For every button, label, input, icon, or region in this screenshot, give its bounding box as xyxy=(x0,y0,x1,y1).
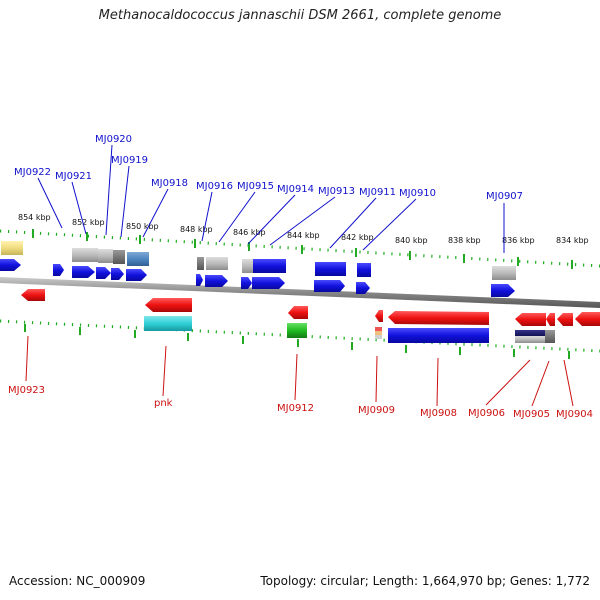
gene-arrow[interactable] xyxy=(21,289,45,301)
gene-label[interactable]: MJ0918 xyxy=(151,178,188,189)
gene-arrow[interactable] xyxy=(205,275,228,287)
gene-arrow[interactable] xyxy=(252,277,285,289)
gene-label[interactable]: MJ0904 xyxy=(556,409,593,420)
gene-feature[interactable] xyxy=(72,248,98,262)
ruler-label: 838 kbp xyxy=(448,236,481,245)
gene-feature[interactable] xyxy=(375,331,382,335)
gene-label[interactable]: MJ0922 xyxy=(14,167,51,178)
ruler-label: 850 kbp xyxy=(126,222,159,231)
gene-feature[interactable] xyxy=(357,263,371,277)
gene-label[interactable]: MJ0905 xyxy=(513,409,550,420)
gene-arrow[interactable] xyxy=(96,267,111,279)
gene-feature[interactable] xyxy=(242,259,253,273)
gene-arrow[interactable] xyxy=(388,311,489,325)
gene-feature[interactable] xyxy=(515,336,545,343)
gene-arrow[interactable] xyxy=(288,306,308,319)
ruler-label: 854 kbp xyxy=(18,213,51,222)
gene-label[interactable]: MJ0916 xyxy=(196,181,233,192)
gene-feature[interactable] xyxy=(253,259,286,273)
reverse-features xyxy=(21,289,600,343)
gene-label[interactable]: MJ0914 xyxy=(277,184,314,195)
gene-label[interactable]: MJ0907 xyxy=(486,191,523,202)
gene-arrow[interactable] xyxy=(557,313,573,326)
major-ticks xyxy=(24,229,573,359)
top-gene-labels: MJ0922 MJ0921 MJ0920 MJ0919 MJ0918 MJ091… xyxy=(14,134,523,202)
ruler-label: 852 kbp xyxy=(72,218,105,227)
bottom-leader-lines xyxy=(25,335,574,407)
gene-feature[interactable] xyxy=(206,257,228,270)
gene-label[interactable]: pnk xyxy=(154,398,173,409)
ruler-label: 834 kbp xyxy=(556,236,589,245)
gene-label[interactable]: MJ0919 xyxy=(111,155,148,166)
gene-feature[interactable] xyxy=(144,316,192,331)
gene-arrow[interactable] xyxy=(0,259,21,271)
ruler-label: 842 kbp xyxy=(341,233,374,242)
gene-feature[interactable] xyxy=(515,330,545,336)
ruler-label: 840 kbp xyxy=(395,236,428,245)
forward-features xyxy=(0,241,516,297)
ruler-label: 848 kbp xyxy=(180,225,213,234)
gene-arrow[interactable] xyxy=(356,282,370,294)
gene-feature[interactable] xyxy=(1,241,23,255)
ruler-label: 846 kbp xyxy=(233,228,266,237)
map-title: Methanocaldococcus jannaschii DSM 2661, … xyxy=(98,8,502,23)
gene-label[interactable]: MJ0908 xyxy=(420,408,457,419)
gene-arrow[interactable] xyxy=(241,277,252,289)
gene-arrow[interactable] xyxy=(314,280,345,292)
gene-arrow[interactable] xyxy=(111,268,124,280)
gene-label[interactable]: MJ0920 xyxy=(95,134,132,145)
gene-arrow[interactable] xyxy=(72,266,95,278)
gene-feature[interactable] xyxy=(287,323,307,338)
genome-backbone xyxy=(0,277,600,308)
gene-arrow[interactable] xyxy=(546,313,555,326)
gene-arrow[interactable] xyxy=(375,310,383,322)
gene-feature[interactable] xyxy=(545,330,555,343)
gene-feature[interactable] xyxy=(492,266,516,280)
gene-label[interactable]: MJ0912 xyxy=(277,403,314,414)
gene-feature[interactable] xyxy=(127,252,149,266)
gene-feature[interactable] xyxy=(388,328,489,343)
gene-arrow[interactable] xyxy=(575,312,600,326)
gene-arrow[interactable] xyxy=(145,298,192,312)
gene-feature[interactable] xyxy=(315,262,346,276)
gene-label[interactable]: MJ0911 xyxy=(359,187,396,198)
gene-arrow[interactable] xyxy=(126,269,147,281)
gene-feature[interactable] xyxy=(113,250,125,264)
ruler-labels: 854 kbp 852 kbp 850 kbp 848 kbp 846 kbp … xyxy=(18,213,589,245)
top-leader-lines xyxy=(37,144,505,253)
gene-label[interactable]: MJ0915 xyxy=(237,181,274,192)
gene-label[interactable]: MJ0910 xyxy=(399,188,436,199)
gene-arrow[interactable] xyxy=(53,264,64,276)
gene-label[interactable]: MJ0921 xyxy=(55,171,92,182)
gene-label[interactable]: MJ0913 xyxy=(318,186,355,197)
bottom-gene-labels: MJ0923 pnk MJ0912 MJ0909 MJ0908 MJ0906 M… xyxy=(8,385,593,420)
accession-text: Accession: NC_000909 xyxy=(9,574,146,588)
ruler-label: 836 kbp xyxy=(502,236,535,245)
gene-feature[interactable] xyxy=(98,249,113,263)
gene-feature[interactable] xyxy=(197,257,204,270)
ruler-label: 844 kbp xyxy=(287,231,320,240)
gene-feature[interactable] xyxy=(375,327,382,331)
gene-label[interactable]: MJ0909 xyxy=(358,405,395,416)
gene-feature[interactable] xyxy=(375,335,382,339)
gene-label[interactable]: MJ0906 xyxy=(468,408,505,419)
gene-label[interactable]: MJ0923 xyxy=(8,385,45,396)
gene-arrow[interactable] xyxy=(491,284,515,297)
gene-arrow[interactable] xyxy=(515,313,546,326)
genome-summary-text: Topology: circular; Length: 1,664,970 bp… xyxy=(260,574,590,588)
gene-arrow[interactable] xyxy=(196,274,203,286)
